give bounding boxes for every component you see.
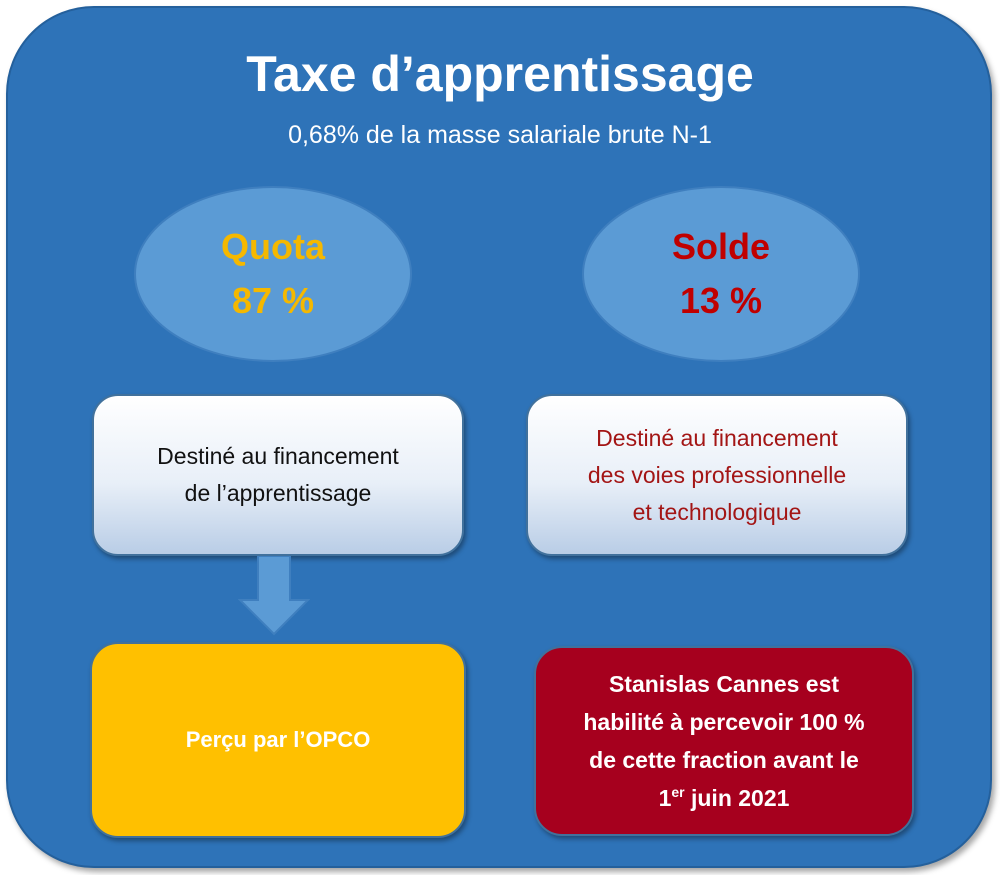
quota-description-line: Destiné au financement [157, 443, 399, 469]
quota-percent: 87 % [231, 280, 315, 321]
quota-ellipse: Quota 87 % [134, 186, 412, 362]
stanislas-line: Stanislas Cannes est [608, 671, 840, 697]
date-ordinal: er [671, 784, 685, 800]
solde-label: Solde [671, 226, 770, 267]
solde-description-line: et technologique [632, 498, 802, 525]
quota-description-line: de l’apprentissage [184, 480, 372, 506]
quota-description-card: Destiné au financement de l’apprentissag… [92, 394, 464, 556]
solde-percent: 13 % [679, 280, 763, 321]
page-subtitle: 0,68% de la masse salariale brute N-1 [288, 121, 712, 149]
solde-description-card: Destiné au financement des voies profess… [526, 394, 908, 556]
date-number: 1 [658, 785, 672, 811]
solde-description-line: des voies professionnelle [587, 461, 847, 488]
date-rest: juin 2021 [684, 785, 790, 811]
stanislas-date-line: 1er juin 2021 [659, 779, 790, 817]
stanislas-box: Stanislas Cannes est habilité à percevoi… [534, 646, 914, 836]
stanislas-line: de cette fraction avant le [589, 747, 859, 773]
opco-box: Perçu par l’OPCO [90, 642, 466, 838]
page-title: Taxe d’apprentissage [246, 46, 754, 102]
solde-description-line: Destiné au financement [596, 424, 838, 451]
opco-text: Perçu par l’OPCO [185, 727, 371, 752]
stanislas-line: habilité à percevoir 100 % [583, 709, 865, 735]
solde-ellipse: Solde 13 % [582, 186, 860, 362]
down-arrow-icon [238, 556, 310, 636]
quota-label: Quota [221, 226, 325, 267]
